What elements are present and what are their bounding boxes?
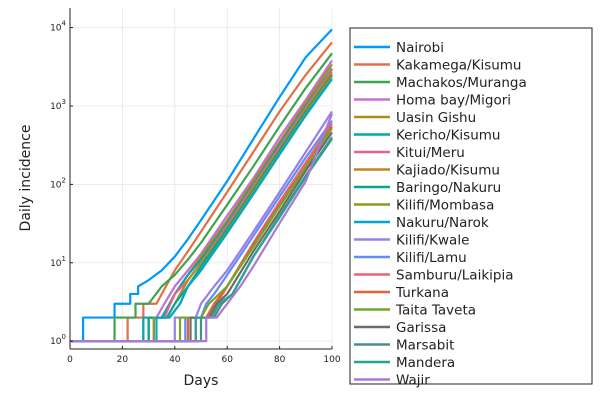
legend-label: Kajiado/Kisumu — [396, 163, 500, 179]
y-ticks: 100 101 102 103 104 — [50, 20, 73, 347]
legend-label: Wajir — [396, 373, 430, 389]
legend-label: Kericho/Kisumu — [396, 128, 500, 144]
y-tick-label: 100 — [50, 333, 66, 347]
legend-item: Machakos/Muranga — [354, 75, 527, 91]
legend-label: Kakamega/Kisumu — [396, 58, 522, 74]
x-tick-label: 60 — [221, 355, 233, 365]
legend-item: Garissa — [354, 320, 446, 336]
series-line — [70, 120, 333, 343]
legend-label: Homa bay/Migori — [396, 93, 511, 109]
legend-label: Marsabit — [396, 338, 454, 354]
legend-item: Homa bay/Migori — [354, 93, 511, 109]
x-axis-title: Days — [184, 373, 219, 389]
series-line — [70, 69, 333, 343]
x-tick-label: 40 — [169, 355, 181, 365]
legend-item: Marsabit — [354, 338, 454, 354]
legend-item: Turkana — [354, 285, 449, 301]
axes — [69, 8, 332, 350]
legend-item: Uasin Gishu — [354, 110, 476, 126]
legend-item: Nairobi — [354, 40, 444, 56]
series-line — [70, 52, 333, 343]
series-line — [70, 67, 333, 343]
legend-item: Kericho/Kisumu — [354, 128, 500, 144]
x-tick-label: 100 — [323, 355, 340, 365]
y-axis-title: Daily incidence — [18, 125, 34, 232]
legend-label: Kilifi/Lamu — [396, 250, 467, 266]
series-line — [70, 136, 333, 343]
legend-label: Nairobi — [396, 40, 444, 56]
legend-item: Mandera — [354, 355, 455, 371]
legend-label: Kilifi/Kwale — [396, 233, 469, 249]
y-tick-label: 104 — [50, 20, 66, 34]
legend-label: Samburu/Laikipia — [396, 268, 513, 284]
legend-label: Nakuru/Narok — [396, 215, 489, 231]
legend-label: Machakos/Muranga — [396, 75, 527, 91]
legend-label: Taita Taveta — [395, 303, 476, 319]
x-tick-label: 80 — [274, 355, 286, 365]
legend-item: Kilifi/Mombasa — [354, 198, 494, 214]
legend-label: Turkana — [395, 285, 449, 301]
legend-item: Kilifi/Lamu — [354, 250, 467, 266]
legend-label: Kilifi/Mombasa — [396, 198, 494, 214]
series-line — [70, 75, 333, 343]
series-line — [70, 71, 333, 343]
series-line — [70, 125, 333, 343]
legend-item: Kajiado/Kisumu — [354, 163, 500, 179]
series-line — [70, 113, 334, 343]
series-lines — [70, 28, 334, 343]
y-tick-label: 102 — [50, 176, 66, 190]
legend-label: Baringo/Nakuru — [396, 180, 501, 196]
legend-item: Taita Taveta — [354, 303, 476, 319]
legend-item: Nakuru/Narok — [354, 215, 489, 231]
x-tick-label: 20 — [117, 355, 129, 365]
legend-item: Samburu/Laikipia — [354, 268, 513, 284]
y-tick-label: 101 — [50, 255, 66, 269]
legend-item: Baringo/Nakuru — [354, 180, 501, 196]
series-line — [70, 127, 333, 343]
series-line — [70, 138, 333, 343]
series-line — [70, 110, 333, 343]
series-line — [70, 74, 333, 343]
legend-item: Kitui/Meru — [354, 145, 465, 161]
legend-item: Kakamega/Kisumu — [354, 58, 522, 74]
y-tick-label: 103 — [50, 98, 66, 112]
legend-label: Mandera — [396, 355, 455, 371]
series-line — [70, 131, 333, 343]
series-line — [70, 78, 333, 343]
legend-label: Uasin Gishu — [396, 110, 476, 126]
legend-label: Garissa — [396, 320, 446, 336]
x-tick-label: 0 — [67, 355, 73, 365]
x-ticks: 0 20 40 60 80 100 — [67, 346, 341, 365]
legend-item: Kilifi/Kwale — [354, 233, 469, 249]
legend-item: Wajir — [354, 373, 430, 389]
legend-box — [349, 27, 593, 385]
legend-label: Kitui/Meru — [396, 145, 465, 161]
